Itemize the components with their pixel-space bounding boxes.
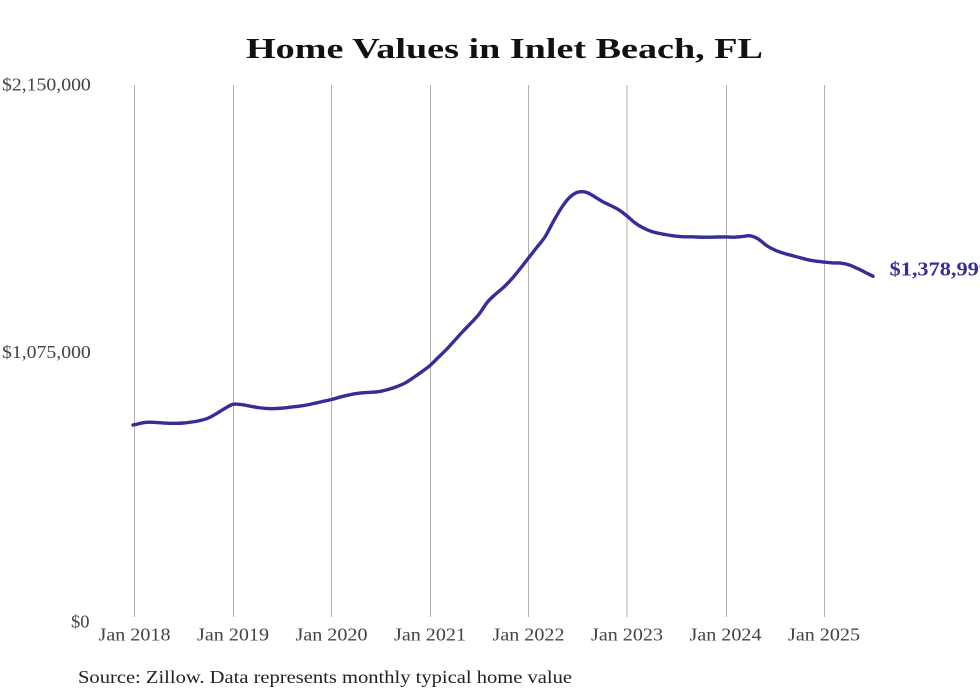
svg-text:$0: $0	[71, 612, 90, 632]
svg-text:Jan 2021: Jan 2021	[394, 625, 466, 645]
svg-text:Jan 2022: Jan 2022	[493, 625, 565, 645]
svg-text:Home Values in Inlet Beach, FL: Home Values in Inlet Beach, FL	[246, 33, 763, 65]
svg-text:Jan 2025: Jan 2025	[788, 625, 860, 645]
svg-text:$1,378,999: $1,378,999	[890, 260, 980, 281]
svg-text:Source: Zillow. Data represent: Source: Zillow. Data represents monthly …	[78, 667, 572, 687]
svg-text:Jan 2019: Jan 2019	[197, 625, 269, 645]
svg-text:$2,150,000: $2,150,000	[2, 75, 91, 95]
svg-text:Jan 2023: Jan 2023	[591, 625, 663, 645]
svg-text:Jan 2018: Jan 2018	[99, 625, 171, 645]
svg-text:Jan 2020: Jan 2020	[296, 625, 368, 645]
svg-text:$1,075,000: $1,075,000	[2, 342, 91, 362]
svg-text:Jan 2024: Jan 2024	[690, 625, 762, 645]
